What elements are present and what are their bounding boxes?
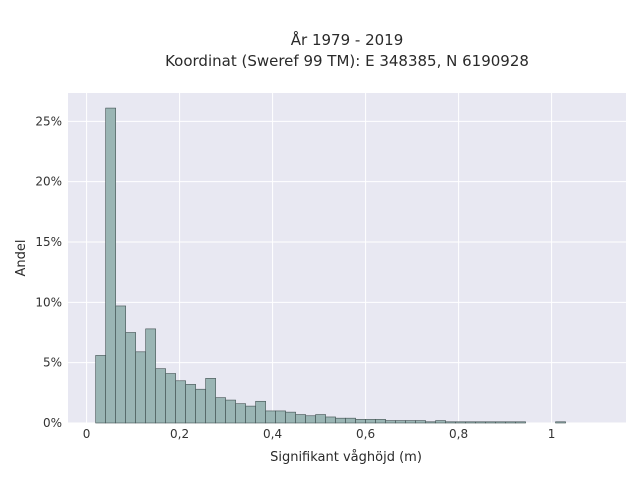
- x-tick-label: 0,6: [356, 427, 375, 441]
- histogram-bar: [395, 420, 406, 424]
- histogram-bar: [485, 421, 496, 424]
- histogram-bar: [295, 414, 306, 424]
- x-tick-label: 0,4: [263, 427, 282, 441]
- histogram-bar: [225, 399, 236, 424]
- histogram-bar: [385, 420, 396, 424]
- y-axis-ticks: 0% 5% 10% 15% 20% 25%: [35, 114, 62, 430]
- histogram-bar: [115, 305, 126, 424]
- histogram-bar: [335, 417, 346, 424]
- x-axis-label: Signifikant våghöjd (m): [270, 450, 422, 465]
- x-tick-label: 0: [83, 427, 91, 441]
- y-tick-label: 0%: [43, 416, 62, 430]
- histogram-bar: [405, 420, 416, 424]
- histogram-bar: [355, 419, 366, 424]
- histogram-bar: [125, 332, 136, 424]
- chart-title-line2: Koordinat (Sweref 99 TM): E 348385, N 61…: [165, 52, 529, 70]
- histogram-bar: [215, 397, 226, 424]
- y-tick-label: 25%: [35, 114, 62, 128]
- histogram-bar: [185, 384, 196, 424]
- histogram-bar: [475, 421, 486, 424]
- plot-area: [68, 93, 626, 423]
- histogram-bar: [205, 378, 216, 424]
- y-tick-label: 10%: [35, 295, 62, 309]
- histogram-bar: [515, 421, 526, 424]
- y-tick-label: 15%: [35, 235, 62, 249]
- histogram-bar: [135, 351, 146, 424]
- histogram-bar: [285, 411, 296, 424]
- histogram-bar: [105, 107, 116, 424]
- histogram-bar: [195, 388, 206, 424]
- histogram-bar: [555, 421, 566, 424]
- histogram-bar: [305, 415, 316, 424]
- histogram-bar: [415, 420, 426, 424]
- histogram-bar: [425, 421, 436, 424]
- histogram-bar: [155, 368, 166, 424]
- histogram-bar: [235, 403, 246, 424]
- histogram-bar: [465, 421, 476, 424]
- histogram-bar: [265, 410, 276, 424]
- grid-lines: [68, 93, 626, 424]
- x-tick-label: 0,8: [449, 427, 468, 441]
- histogram-bar: [255, 400, 266, 424]
- chart-title-line1: År 1979 - 2019: [291, 30, 404, 49]
- histogram-bar: [315, 414, 326, 424]
- histogram-bar: [325, 416, 336, 424]
- histogram-bar: [245, 405, 256, 424]
- histogram-bar: [435, 420, 446, 424]
- histogram-bar: [345, 417, 356, 424]
- histogram-bar: [445, 421, 456, 424]
- histogram-bar: [375, 419, 386, 424]
- y-tick-label: 5%: [43, 356, 62, 370]
- histogram-bars: [95, 107, 566, 424]
- histogram-bar: [165, 373, 176, 424]
- histogram-bar: [455, 421, 466, 424]
- histogram-bar: [95, 355, 106, 424]
- histogram-bar: [505, 421, 516, 424]
- histogram-bar: [495, 421, 506, 424]
- histogram-bar: [275, 410, 286, 424]
- y-axis-label: Andel: [14, 240, 29, 277]
- x-tick-label: 1: [548, 427, 556, 441]
- histogram-bar: [365, 419, 376, 424]
- histogram-bar: [145, 328, 156, 424]
- histogram-bar: [175, 380, 186, 424]
- x-tick-label: 0,2: [170, 427, 189, 441]
- y-tick-label: 20%: [35, 175, 62, 189]
- x-axis-ticks: 0 0,2 0,4 0,6 0,8 1: [83, 427, 556, 441]
